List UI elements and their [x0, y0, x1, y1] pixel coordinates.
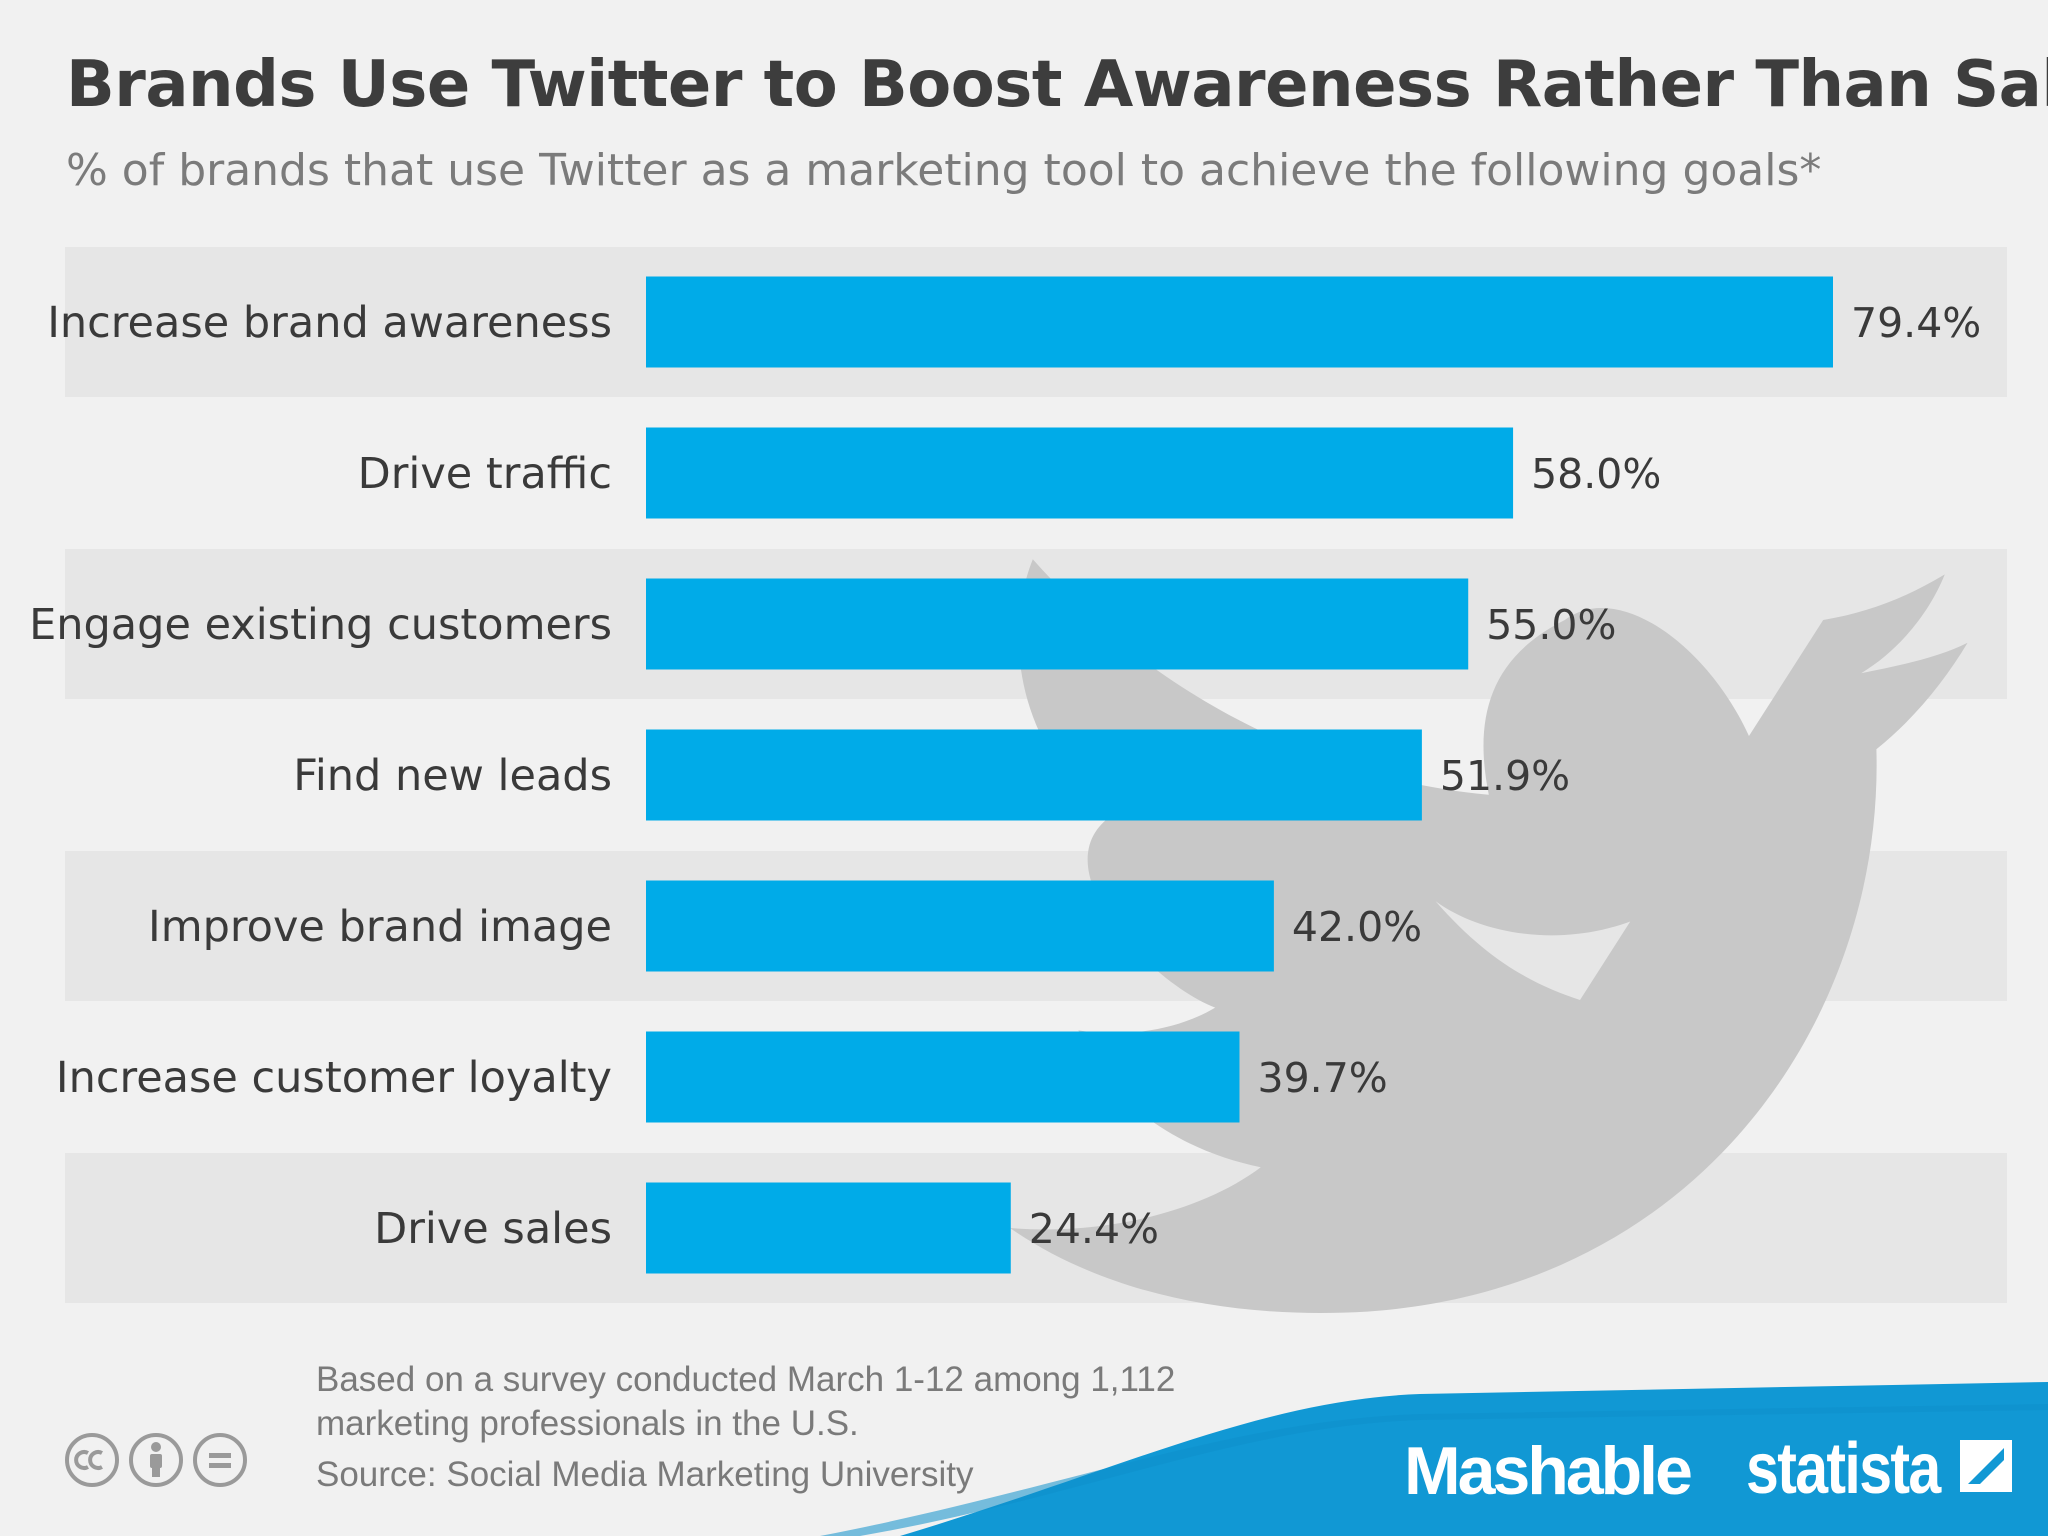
value-label: 79.4% [1851, 299, 1981, 347]
category-label: Improve brand image [148, 902, 612, 952]
cc-icon [65, 1433, 119, 1487]
category-label: Increase customer loyalty [56, 1053, 612, 1103]
mashable-logo: Mashable [1404, 1433, 1693, 1509]
bar-find-new-leads [646, 729, 1422, 821]
category-label: Engage existing customers [29, 600, 612, 650]
chart-title: Brands Use Twitter to Boost Awareness Ra… [66, 48, 2048, 122]
category-labels: Increase brand awareness Drive traffic Eng… [29, 298, 612, 1254]
source-text: Source: Social Media Marketing Universit… [316, 1455, 974, 1494]
value-label: 51.9% [1440, 752, 1570, 800]
bar-engage-existing-customers [646, 578, 1469, 670]
statista-logo-text: statista [1746, 1429, 1941, 1509]
bar-improve-brand-image [646, 880, 1274, 972]
bar-drive-traffic [646, 427, 1514, 519]
license-icons [64, 1432, 264, 1492]
survey-note-line2: marketing professionals in the U.S. [316, 1404, 859, 1443]
value-label: 42.0% [1292, 903, 1422, 951]
value-label: 58.0% [1531, 450, 1661, 498]
category-label: Find new leads [293, 751, 612, 801]
survey-note-line1: Based on a survey conducted March 1-12 a… [316, 1360, 1176, 1399]
statista-logo-icon [1960, 1440, 2012, 1492]
bar-increase-brand-awareness [646, 276, 1833, 368]
bar-chart: Increase brand awareness Drive traffic Eng… [29, 247, 2007, 1313]
category-label: Drive sales [374, 1204, 612, 1254]
chart-subtitle: % of brands that use Twitter as a market… [66, 145, 1822, 196]
bar-drive-sales [646, 1182, 1011, 1274]
category-label: Increase brand awareness [47, 298, 612, 348]
survey-note: Based on a survey conducted March 1-12 a… [316, 1358, 1236, 1446]
by-person-icon [129, 1433, 183, 1487]
bar-series [646, 276, 1833, 1274]
value-label: 55.0% [1486, 601, 1616, 649]
value-label: 39.7% [1258, 1054, 1388, 1102]
brand-band [820, 1382, 2048, 1536]
bar-increase-customer-loyalty [646, 1031, 1240, 1123]
value-labels: 79.4% 58.0% 55.0% 51.9% 42.0% 39.7% 24.4% [1029, 299, 1981, 1253]
nd-equals-icon [193, 1433, 247, 1487]
value-label: 24.4% [1029, 1205, 1159, 1253]
category-label: Drive traffic [358, 449, 612, 499]
